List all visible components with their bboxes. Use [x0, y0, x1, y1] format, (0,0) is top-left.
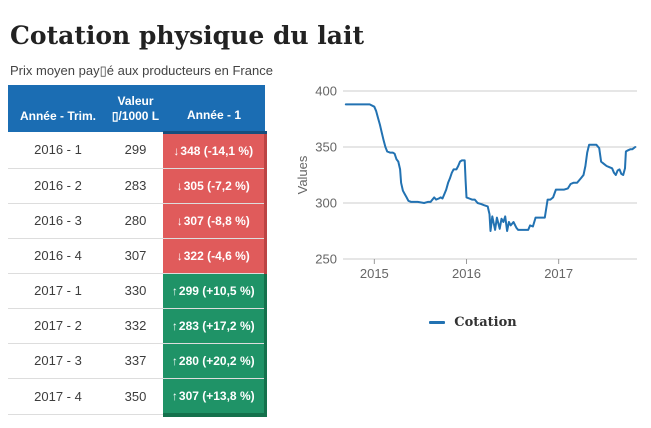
column-header-period: Année - Trim. — [8, 85, 108, 132]
value-cell: 280 — [108, 203, 163, 239]
value-cell: 307 — [108, 238, 163, 274]
value-cell: 299 — [108, 132, 163, 169]
quotes-table-body: 2016 - 1 299 ↓348 (-14,1 %) 2016 - 2 283 ↓305… — [8, 132, 267, 417]
quotes-table-header: Année - Trim. Valeur ▯/1000 L Année - 1 — [8, 85, 265, 134]
chart-legend[interactable]: Cotation — [295, 311, 651, 333]
column-header-prev-year: Année - 1 — [163, 85, 265, 134]
prev-year-delta-cell: ↑280 (+20,2 %) — [163, 343, 267, 379]
up-arrow-icon: ↑ — [171, 283, 178, 298]
prev-year-delta-cell: ↑283 (+17,2 %) — [163, 308, 267, 344]
delta-text: 348 (-14,1 %) — [180, 143, 254, 158]
cotation-chart: 250 300 350 400 2015 2016 2017 Values — [295, 78, 651, 300]
period-cell: 2016 - 1 — [8, 132, 108, 169]
down-arrow-icon: ↓ — [176, 178, 183, 193]
delta-text: 299 (+10,5 %) — [178, 283, 255, 298]
legend-label[interactable]: Cotation — [454, 314, 517, 330]
delta-text: 322 (-4,6 %) — [183, 248, 250, 263]
table-row: 2017 - 3 337 ↑280 (+20,2 %) — [8, 343, 267, 379]
prev-year-delta-cell: ↑307 (+13,8 %) — [163, 378, 267, 417]
prev-year-delta-cell: ↓348 (-14,1 %) — [163, 132, 267, 169]
delta-text: 280 (+20,2 %) — [178, 353, 255, 368]
prev-year-delta-cell: ↑299 (+10,5 %) — [163, 273, 267, 309]
page-title: Cotation physique du lait — [10, 20, 365, 50]
period-cell: 2016 - 4 — [8, 238, 108, 274]
period-cell: 2017 - 1 — [8, 273, 108, 309]
table-row: 2016 - 4 307 ↓322 (-4,6 %) — [8, 238, 267, 274]
period-cell: 2016 - 2 — [8, 168, 108, 204]
delta-text: 307 (+13,8 %) — [178, 388, 255, 403]
y-axis-tick-label: 400 — [315, 84, 337, 99]
period-cell: 2016 - 3 — [8, 203, 108, 239]
down-arrow-icon: ↓ — [173, 143, 180, 158]
table-row: 2016 - 1 299 ↓348 (-14,1 %) — [8, 132, 267, 169]
x-axis-tick-label: 2017 — [544, 266, 573, 281]
cotation-chart-svg: 250 300 350 400 2015 2016 2017 Values — [295, 84, 637, 281]
column-header-value-line2: ▯/1000 L — [111, 109, 160, 123]
prev-year-delta-cell: ↓305 (-7,2 %) — [163, 168, 267, 204]
table-row: 2016 - 3 280 ↓307 (-8,8 %) — [8, 203, 267, 239]
y-axis-tick-label: 350 — [315, 140, 337, 155]
value-cell: 332 — [108, 308, 163, 344]
down-arrow-icon: ↓ — [176, 248, 183, 263]
table-row: 2017 - 1 330 ↑299 (+10,5 %) — [8, 273, 267, 309]
quotes-table: Année - Trim. Valeur ▯/1000 L Année - 1 … — [8, 85, 267, 417]
period-cell: 2017 - 3 — [8, 343, 108, 379]
value-cell: 330 — [108, 273, 163, 309]
page-subtitle: Prix moyen pay▯é aux producteurs en Fran… — [10, 63, 273, 78]
y-axis-tick-label: 250 — [315, 252, 337, 267]
value-cell: 350 — [108, 378, 163, 415]
x-axis-tick-label: 2016 — [452, 266, 481, 281]
up-arrow-icon: ↑ — [171, 388, 178, 403]
delta-text: 305 (-7,2 %) — [183, 178, 250, 193]
table-row: 2017 - 2 332 ↑283 (+17,2 %) — [8, 308, 267, 344]
prev-year-delta-cell: ↓307 (-8,8 %) — [163, 203, 267, 239]
column-header-value: Valeur ▯/1000 L — [108, 85, 163, 132]
up-arrow-icon: ↑ — [171, 353, 178, 368]
column-header-value-line1: Valeur — [117, 94, 154, 108]
table-row: 2017 - 4 350 ↑307 (+13,8 %) — [8, 378, 267, 417]
delta-text: 283 (+17,2 %) — [178, 318, 255, 333]
value-cell: 337 — [108, 343, 163, 379]
period-cell: 2017 - 2 — [8, 308, 108, 344]
cotation-line — [344, 103, 637, 232]
y-axis-tick-label: 300 — [315, 196, 337, 211]
down-arrow-icon: ↓ — [176, 213, 183, 228]
period-cell: 2017 - 4 — [8, 378, 108, 415]
delta-text: 307 (-8,8 %) — [183, 213, 250, 228]
y-axis-title: Values — [295, 155, 310, 194]
up-arrow-icon: ↑ — [171, 318, 178, 333]
table-row: 2016 - 2 283 ↓305 (-7,2 %) — [8, 168, 267, 204]
x-axis-tick-label: 2015 — [360, 266, 389, 281]
prev-year-delta-cell: ↓322 (-4,6 %) — [163, 238, 267, 274]
value-cell: 283 — [108, 168, 163, 204]
legend-line-swatch — [429, 320, 446, 324]
